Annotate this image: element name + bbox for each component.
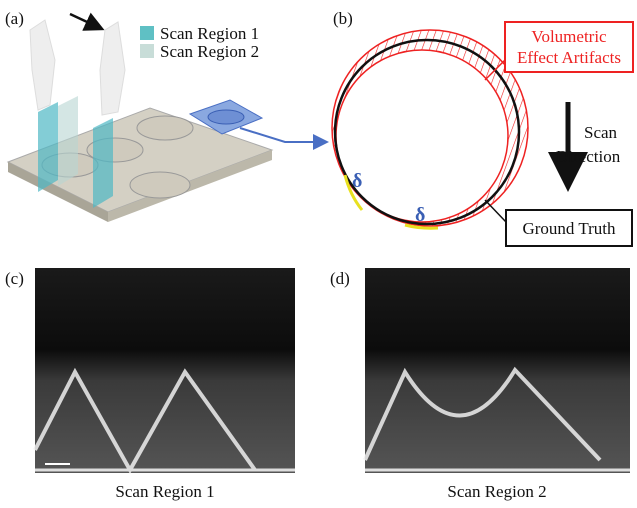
scan-plane-2	[58, 96, 78, 186]
figure: (a) Scan Region 1 Scan Region 2 (b) δ δ …	[0, 0, 637, 508]
panel-b: (b) δ δ Volumetric Effect Artifacts Scan…	[332, 9, 633, 246]
legend-swatch	[140, 44, 154, 58]
panel-label: (c)	[5, 269, 24, 288]
probe	[30, 20, 55, 110]
legend-swatch	[140, 26, 154, 40]
cross-section-hole	[208, 110, 244, 124]
legend-label: Scan Region 1	[160, 24, 259, 43]
panel-label: (a)	[5, 9, 24, 28]
direction-label: Scan	[584, 123, 618, 142]
legend-label: Scan Region 2	[160, 42, 259, 61]
panel-c: (c) Scan Region 1	[5, 268, 295, 501]
offset-symbol: δ	[415, 204, 425, 226]
panel-d: (d) Scan Region 2	[330, 268, 630, 501]
cone	[130, 172, 190, 198]
cone	[137, 116, 193, 140]
panel-a: (a) Scan Region 1 Scan Region 2	[5, 9, 325, 222]
scan-plane-1	[93, 118, 113, 208]
callout-line	[485, 200, 506, 222]
ground-truth-circle	[335, 40, 519, 224]
caption: Scan Region 2	[447, 482, 546, 501]
truth-label: Ground Truth	[522, 219, 616, 238]
panel-label: (b)	[333, 9, 353, 28]
offset-symbol: δ	[352, 170, 362, 192]
scan-plane-1	[38, 102, 58, 192]
artifact-label: Effect Artifacts	[517, 48, 621, 67]
panel-label: (d)	[330, 269, 350, 288]
zoom-arrow	[240, 128, 325, 142]
artifact-label: Volumetric	[531, 27, 607, 46]
move-arrow	[70, 14, 100, 28]
probe	[100, 22, 125, 115]
caption: Scan Region 1	[115, 482, 214, 501]
direction-label: Direction	[556, 147, 621, 166]
